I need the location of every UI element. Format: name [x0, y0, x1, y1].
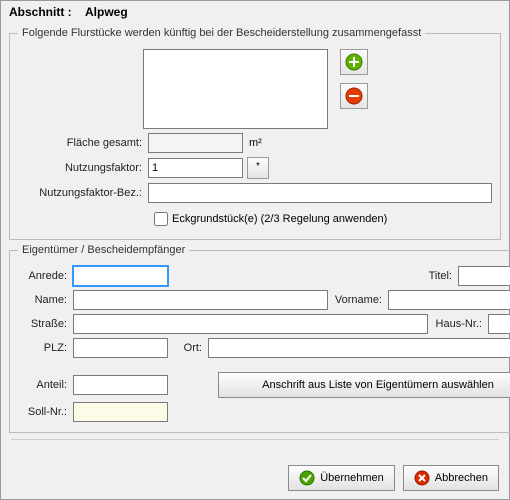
anrede-input[interactable] [73, 266, 168, 286]
plz-label: PLZ: [18, 342, 73, 354]
eck-label: Eckgrundstück(e) (2/3 Regelung anwenden) [172, 213, 387, 225]
name-label: Name: [18, 294, 73, 306]
nutz-input[interactable] [148, 158, 243, 178]
group-flurstuecke: Folgende Flurstücke werden künftig bei d… [9, 27, 501, 240]
titel-input[interactable] [458, 266, 510, 286]
eck-checkbox[interactable] [154, 212, 168, 226]
strasse-input[interactable] [73, 314, 428, 334]
address-from-list-label: Anschrift aus Liste von Eigentümern ausw… [262, 379, 494, 391]
ok-label: Übernehmen [320, 472, 384, 484]
ok-icon [299, 470, 315, 486]
cancel-label: Abbrechen [435, 472, 488, 484]
soll-label: Soll-Nr.: [18, 406, 73, 418]
flaeche-label: Fläche gesamt: [18, 137, 148, 149]
ok-button[interactable]: Übernehmen [288, 465, 395, 491]
cancel-button[interactable]: Abbrechen [403, 465, 499, 491]
vorname-label: Vorname: [328, 294, 388, 306]
anteil-label: Anteil: [18, 379, 73, 391]
add-button[interactable] [340, 49, 368, 75]
hausnr-label: Haus-Nr.: [428, 318, 488, 330]
group-eigentuemer-legend: Eigentümer / Bescheidempfänger [18, 244, 189, 256]
strasse-label: Straße: [18, 318, 73, 330]
group-eigentuemer: Eigentümer / Bescheidempfänger Anrede: T… [9, 244, 510, 433]
plz-input[interactable] [73, 338, 168, 358]
flaeche-unit: m² [249, 137, 262, 149]
dialog-window: Abschnitt : Alpweg Folgende Flurstücke w… [0, 0, 510, 500]
nutzbez-label: Nutzungsfaktor-Bez.: [18, 187, 148, 199]
flaeche-input[interactable] [148, 133, 243, 153]
anteil-input[interactable] [73, 375, 168, 395]
cancel-icon [414, 470, 430, 486]
section-label: Abschnitt : [9, 5, 72, 19]
address-from-list-button[interactable]: Anschrift aus Liste von Eigentümern ausw… [218, 372, 510, 398]
vorname-input[interactable] [388, 290, 510, 310]
soll-input[interactable] [73, 402, 168, 422]
ort-label: Ort: [168, 342, 208, 354]
flurstuecke-list[interactable] [143, 49, 328, 129]
titel-label: Titel: [398, 270, 458, 282]
name-input[interactable] [73, 290, 328, 310]
footer-separator [11, 439, 499, 440]
hausnr-input[interactable] [488, 314, 510, 334]
remove-button[interactable] [340, 83, 368, 109]
section-value: Alpweg [85, 5, 128, 19]
section-header: Abschnitt : Alpweg [1, 1, 509, 23]
group-flurstuecke-legend: Folgende Flurstücke werden künftig bei d… [18, 27, 425, 39]
nutz-label: Nutzungsfaktor: [18, 162, 148, 174]
ort-input[interactable] [208, 338, 510, 358]
nutzbez-input[interactable] [148, 183, 492, 203]
nutz-lookup-button[interactable]: * [247, 157, 269, 179]
plus-icon [345, 53, 363, 71]
anrede-label: Anrede: [18, 270, 73, 282]
minus-icon [345, 87, 363, 105]
footer-buttons: Übernehmen Abbrechen [288, 465, 499, 491]
